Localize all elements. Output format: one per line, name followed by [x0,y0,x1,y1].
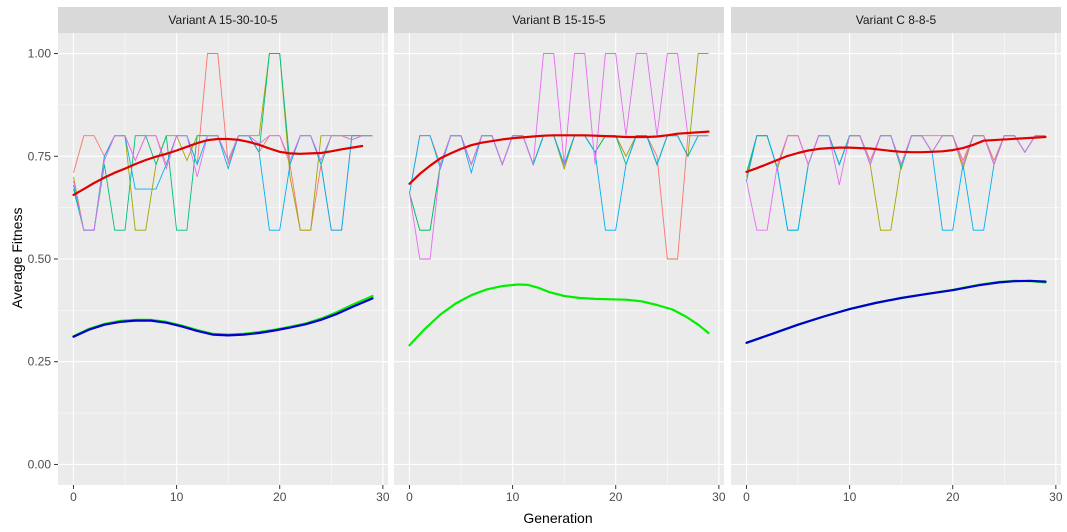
y-tick-label: 0.25 [28,355,52,369]
x-tick-label: 10 [170,490,184,504]
facet-panel: Variant C 8-8-5 0 10 20 30 [731,7,1063,504]
facet-strip-title: Variant B 15-15-5 [512,13,605,27]
facet-strip [58,7,388,33]
x-tick-label: 0 [70,490,77,504]
facet-panels: 0.00 0.25 0.50 0.75 1.00 Variant A 15-30-10-5… [28,7,1063,504]
trend-line-red [745,135,1047,173]
x-tick-label: 30 [712,490,726,504]
facet-strip [394,7,724,33]
trend-line-blue [745,279,1047,344]
x-tick-label: 30 [376,490,390,504]
facet-panel: Variant B 15-15-5 0 10 20 30 [394,7,726,504]
facet-strip-title: Variant C 8-8-5 [856,13,937,27]
x-tick-label: 20 [609,490,623,504]
y-axis-title: Average Fitness [9,208,25,309]
y-tick-label: 0.75 [28,149,52,163]
x-tick-label: 10 [843,490,857,504]
run-series-line [409,53,709,260]
run-series-line [746,135,1046,231]
trend-line-green [408,283,710,347]
x-tick-label: 0 [406,490,413,504]
trend-line-blue [72,297,374,338]
y-tick-label: 1.00 [28,47,52,61]
run-series-line [73,135,373,231]
trend-line-red [408,130,710,185]
y-tick-label: 0.00 [28,457,52,471]
trend-line-red [72,137,364,196]
x-tick-label: 20 [273,490,287,504]
y-tick-label: 0.50 [28,252,52,266]
x-tick-label: 0 [743,490,750,504]
x-axis-title: Generation [523,510,592,526]
facet-strip [731,7,1061,33]
x-tick-label: 10 [506,490,520,504]
x-tick-label: 20 [946,490,960,504]
facet-panel: Variant A 15-30-10-5 0 10 20 30 [58,7,390,504]
facet-strip-title: Variant A 15-30-10-5 [168,13,278,27]
x-tick-label: 30 [1049,490,1063,504]
